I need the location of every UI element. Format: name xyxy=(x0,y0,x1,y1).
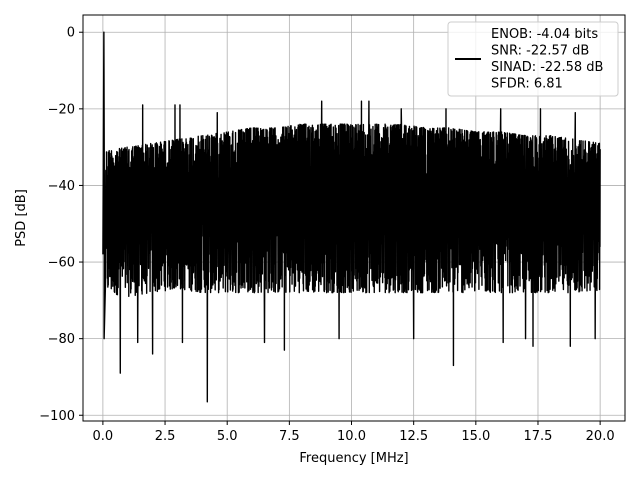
y-tick-label: −80 xyxy=(48,332,75,347)
x-tick-label: 15.0 xyxy=(461,429,490,444)
x-tick-label: 5.0 xyxy=(217,429,238,444)
axes-frame xyxy=(82,14,626,422)
ticks: 0.0 2.5 5.0 7.5 10.0 12.5 15.0 17.5 20.0 0 −20 −40 −… xyxy=(39,26,614,444)
x-tick-label: 7.5 xyxy=(279,429,300,444)
series-layer xyxy=(102,31,601,403)
y-tick-label: −40 xyxy=(48,179,75,194)
x-tick-label: 2.5 xyxy=(155,429,176,444)
x-axis-label: Frequency [MHz] xyxy=(299,451,408,466)
y-tick-label: −100 xyxy=(39,409,75,424)
x-tick-label: 12.5 xyxy=(399,429,428,444)
legend-entry-line: ENOB: -4.04 bits xyxy=(491,27,598,42)
psd-series-line xyxy=(102,31,601,403)
x-tick-label: 17.5 xyxy=(524,429,553,444)
y-tick-label: −20 xyxy=(48,102,75,117)
legend-entry-line: SFDR: 6.81 xyxy=(491,77,563,92)
y-tick-label: −60 xyxy=(48,256,75,271)
legend-box xyxy=(447,21,619,97)
x-tick-label: 20.0 xyxy=(586,429,615,444)
x-tick-label: 10.0 xyxy=(337,429,366,444)
legend-entry-line: SNR: -22.57 dB xyxy=(491,44,589,59)
y-tick-label: 0 xyxy=(67,26,75,41)
y-axis-label: PSD [dB] xyxy=(14,189,29,247)
legend-entry-line: SINAD: -22.58 dB xyxy=(491,60,603,75)
x-tick-label: 0.0 xyxy=(93,429,114,444)
